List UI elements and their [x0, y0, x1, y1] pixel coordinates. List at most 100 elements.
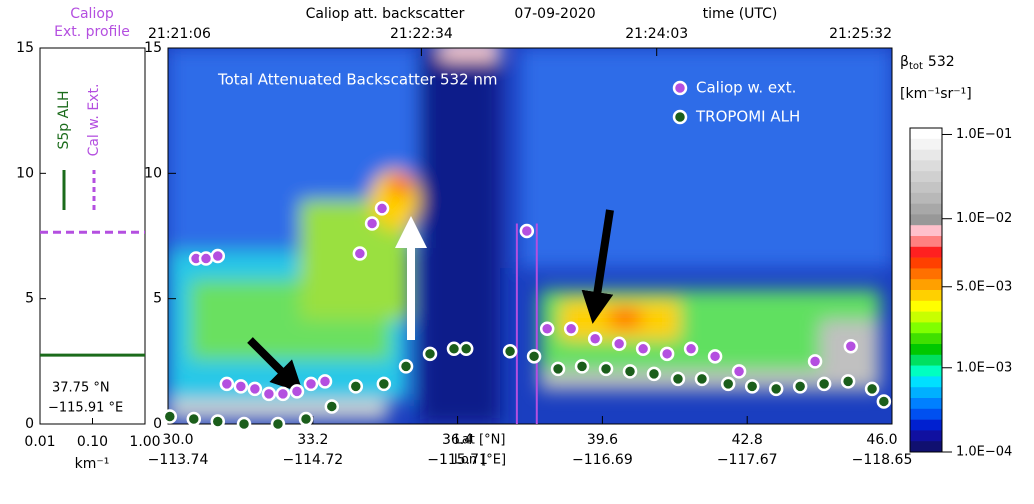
figure: CaliopExt. profile0510150.010.101.00km⁻¹…	[0, 0, 1034, 500]
y-tick-label: 5	[25, 291, 34, 307]
legend-label: TROPOMI ALH	[695, 108, 800, 126]
point	[528, 350, 540, 362]
colorbar-bin	[910, 409, 942, 420]
colorbar-title: βtot 532	[900, 54, 955, 72]
point	[212, 250, 224, 262]
point	[878, 395, 890, 407]
point	[842, 375, 854, 387]
lon-tick-label: −118.65	[852, 452, 913, 468]
point	[685, 343, 697, 355]
colorbar-bin	[910, 268, 942, 279]
legend-marker	[674, 82, 686, 94]
panel-title: Caliop	[70, 6, 114, 22]
annotation: Total Attenuated Backscatter 532 nm	[217, 71, 498, 89]
colorbar-label: 1.0E−02	[956, 211, 1012, 226]
point	[733, 365, 745, 377]
top-tick-label: 21:24:03	[625, 26, 688, 42]
point	[672, 373, 684, 385]
point	[613, 338, 625, 350]
legend-marker	[674, 111, 686, 123]
colorbar-bin	[910, 193, 942, 204]
point	[305, 378, 317, 390]
colorbar-bin	[910, 420, 942, 431]
lon-tick-label: −117.67	[717, 452, 778, 468]
x-tick-label: 39.6	[587, 432, 618, 448]
legend-label: Cal w. Ext.	[86, 84, 102, 157]
colorbar-bin	[910, 236, 942, 247]
panel-subtitle: Ext. profile	[54, 24, 130, 40]
colorbar-bin	[910, 150, 942, 161]
point	[709, 350, 721, 362]
colorbar-bin	[910, 387, 942, 398]
y-tick-label: 5	[153, 291, 162, 307]
point	[722, 378, 734, 390]
colorbar-bin	[910, 171, 942, 182]
y-tick-label: 0	[25, 416, 34, 432]
point	[521, 225, 533, 237]
chart-title: Caliop att. backscatter	[306, 6, 465, 22]
point	[661, 348, 673, 360]
colorbar-bin	[910, 301, 942, 312]
colorbar-bin	[910, 290, 942, 301]
point	[200, 253, 212, 265]
point	[552, 363, 564, 375]
point	[212, 415, 224, 427]
point	[648, 368, 660, 380]
colorbar-title-part: β	[900, 54, 909, 70]
point	[164, 410, 176, 422]
x-tick-label: 0.01	[24, 434, 55, 450]
colorbar-title-part: tot	[909, 61, 923, 72]
point	[845, 340, 857, 352]
y-tick-label: 10	[16, 165, 34, 181]
point	[448, 343, 460, 355]
x-axis-label: Lat [°N]	[455, 433, 506, 448]
point	[589, 333, 601, 345]
point	[188, 413, 200, 425]
colorbar-unit: [km⁻¹sr⁻¹]	[900, 86, 972, 102]
point	[600, 363, 612, 375]
x-axis-label: km⁻¹	[75, 456, 110, 472]
point	[504, 345, 516, 357]
lon-tick-label: −114.72	[282, 452, 343, 468]
point	[565, 323, 577, 335]
legend-label: S5p ALH	[56, 90, 72, 149]
point	[235, 380, 247, 392]
point	[746, 380, 758, 392]
colorbar-bin	[910, 139, 942, 150]
point	[300, 413, 312, 425]
point	[249, 383, 261, 395]
colorbar-bin	[910, 312, 942, 323]
colorbar-bin	[910, 376, 942, 387]
point	[291, 385, 303, 397]
legend-label: Caliop w. ext.	[696, 79, 796, 97]
point	[460, 343, 472, 355]
colorbar-bin	[910, 225, 942, 236]
point	[326, 400, 338, 412]
point	[624, 365, 636, 377]
colorbar-bin	[910, 182, 942, 193]
point	[319, 375, 331, 387]
colorbar-bin	[910, 214, 942, 225]
point	[400, 360, 412, 372]
colorbar-label: 1.0E−01	[956, 127, 1012, 142]
colorbar-title-part: 532	[928, 54, 955, 70]
colorbar-bin	[910, 204, 942, 215]
point	[263, 388, 275, 400]
point	[277, 388, 289, 400]
x-axis-label-2: Lon [°E]	[454, 453, 506, 468]
point	[424, 348, 436, 360]
point	[818, 378, 830, 390]
lon-tick-label: −113.74	[148, 452, 209, 468]
point	[350, 380, 362, 392]
point	[376, 202, 388, 214]
point	[576, 360, 588, 372]
chart-date: 07-09-2020	[514, 6, 595, 22]
lon-tick-label: −116.69	[572, 452, 633, 468]
point	[238, 418, 250, 430]
x-tick-label: 46.0	[866, 432, 897, 448]
colorbar-bin	[910, 333, 942, 344]
point	[366, 217, 378, 229]
top-tick-label: 21:22:34	[390, 26, 453, 42]
x-tick-label: 1.00	[129, 434, 160, 450]
x-tick-label: 0.10	[77, 434, 108, 450]
